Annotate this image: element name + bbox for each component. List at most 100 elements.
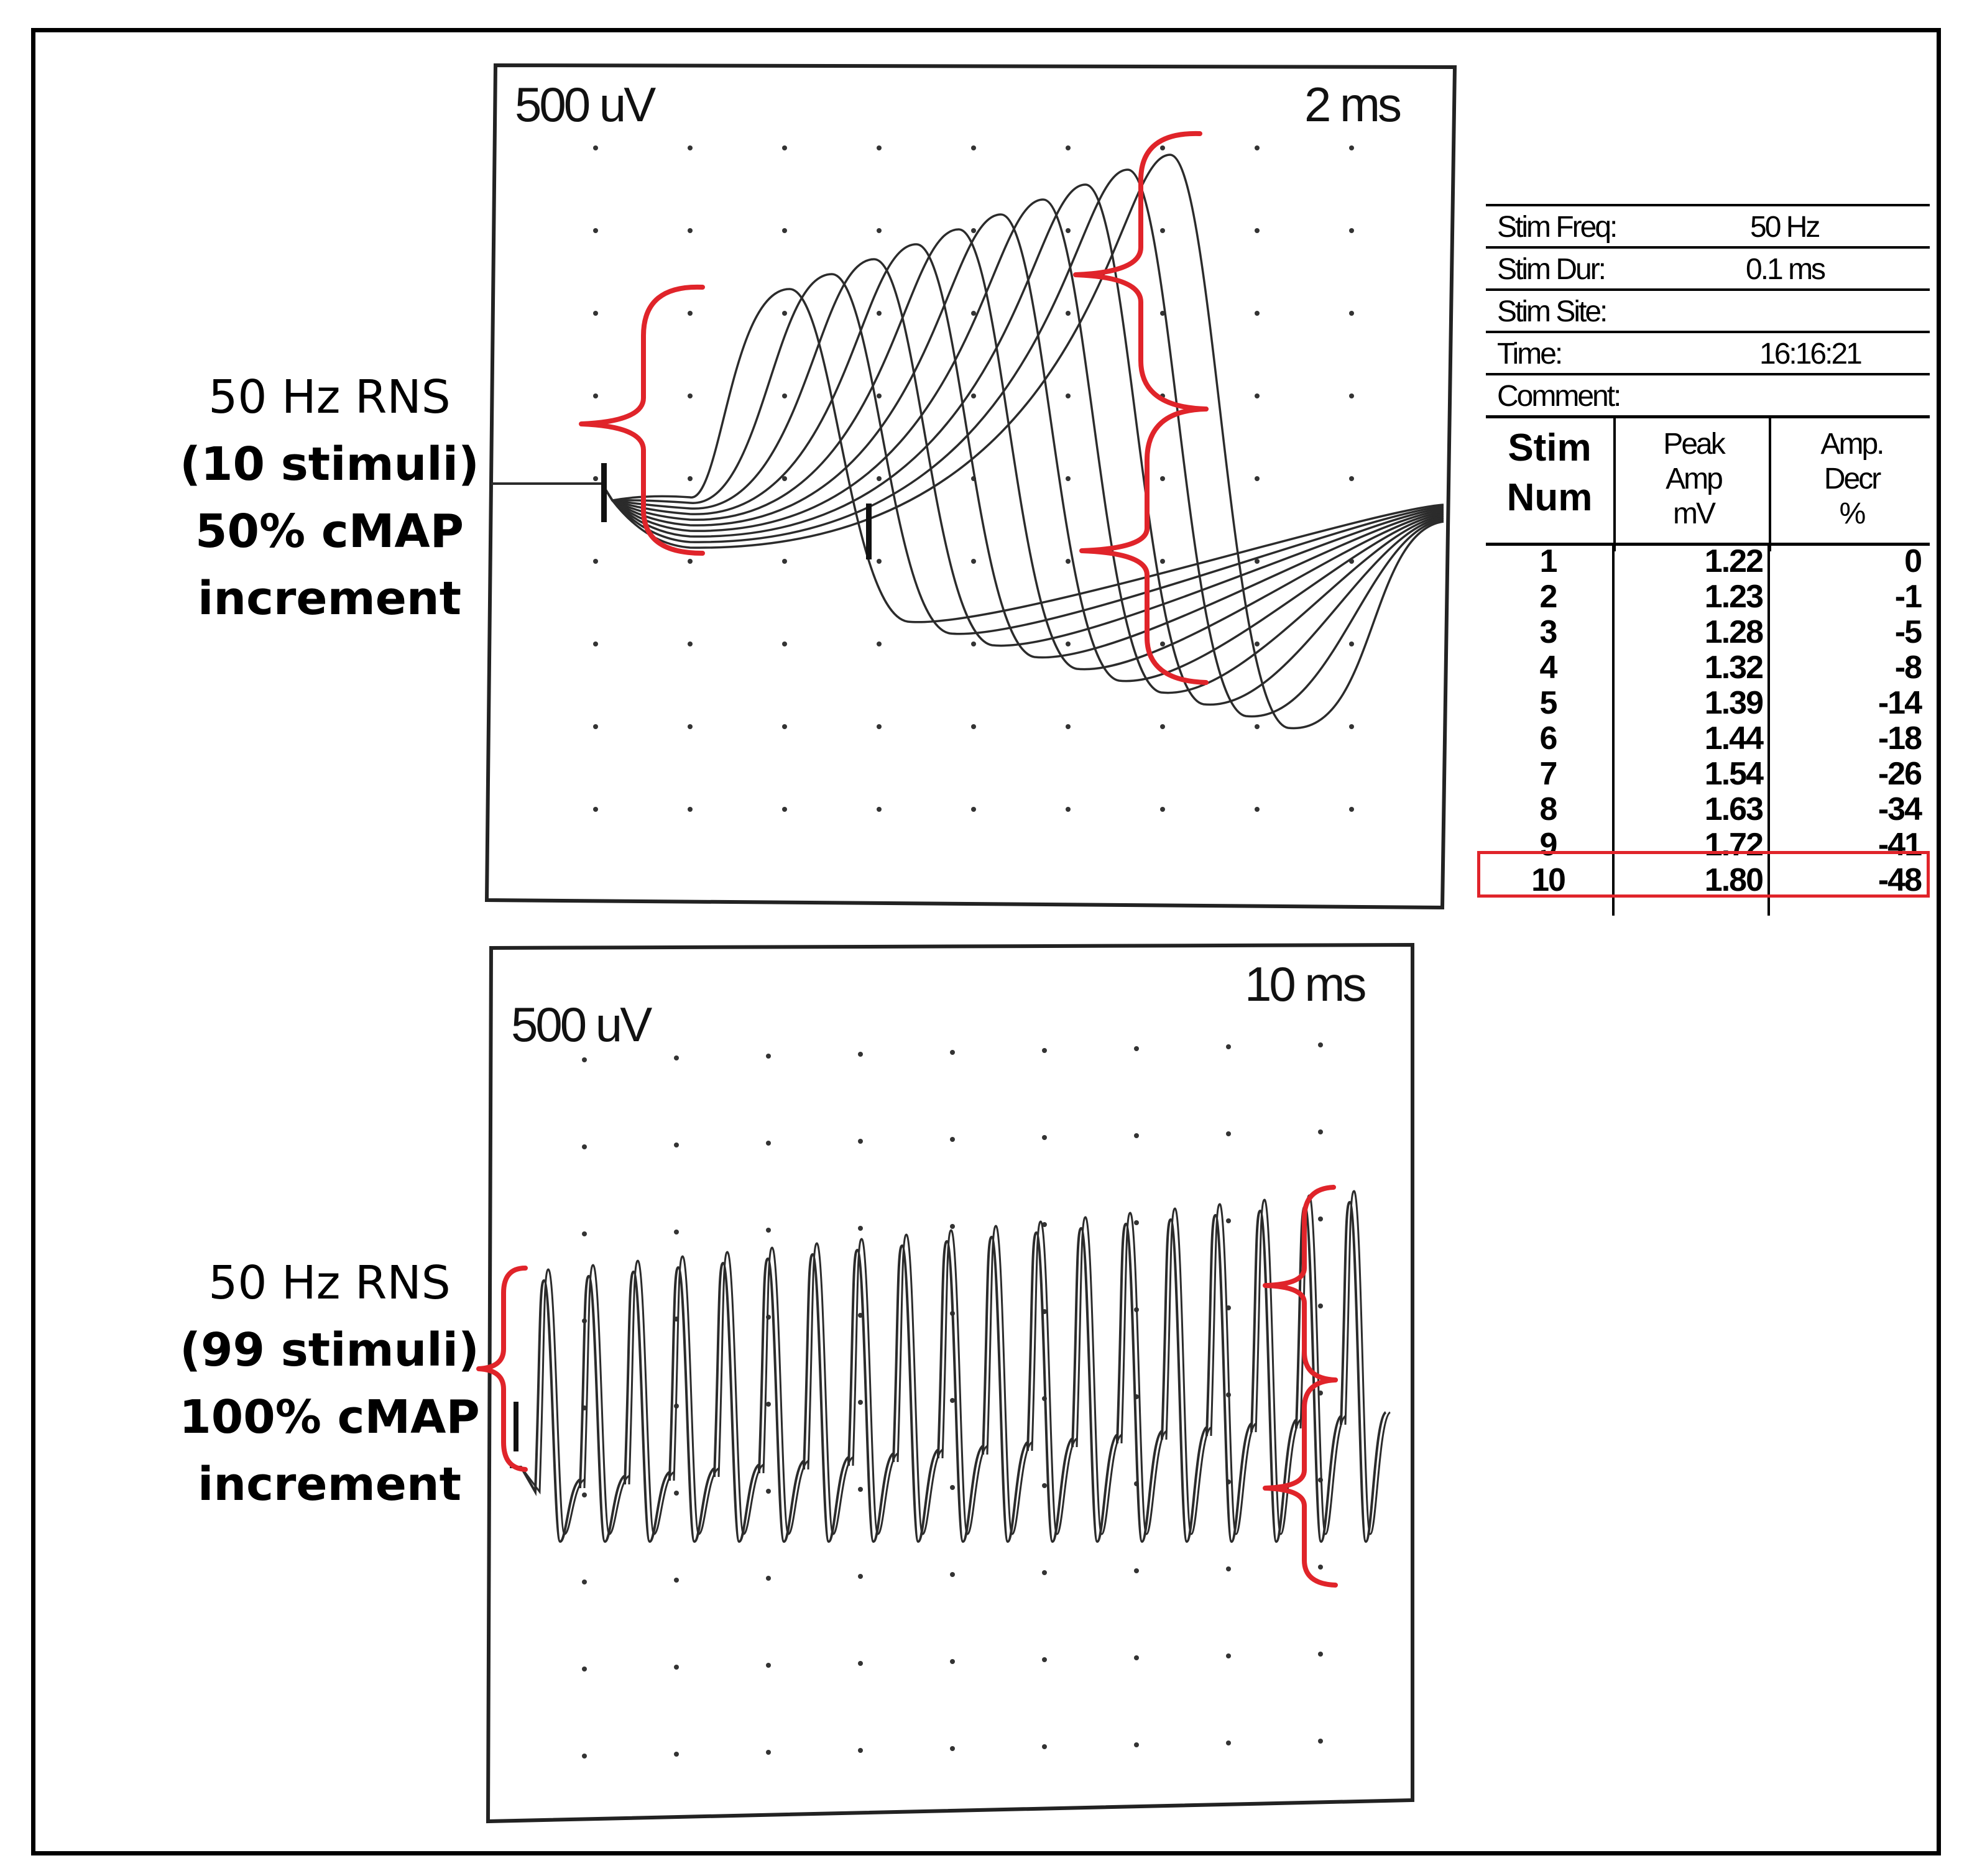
grid-dot bbox=[877, 393, 882, 398]
bottom-scope-grid bbox=[582, 1042, 1323, 1759]
grid-dot bbox=[1226, 1740, 1231, 1745]
cell-peak-amp: 1.44 bbox=[1704, 720, 1764, 756]
grid-dot bbox=[1134, 1655, 1139, 1660]
grid-dot bbox=[1042, 1048, 1047, 1053]
grid-dot bbox=[1042, 1657, 1047, 1662]
table-row: 1 1.22 0 bbox=[1486, 543, 1930, 579]
grid-dot bbox=[971, 228, 976, 233]
grid-dot bbox=[766, 1489, 771, 1494]
grid-dot bbox=[1349, 393, 1354, 398]
header-stim-num: Stim Num bbox=[1486, 418, 1613, 548]
grid-dot bbox=[782, 145, 787, 150]
bottom-amp-scale: 500 uV bbox=[511, 997, 652, 1052]
grid-dot bbox=[1255, 393, 1260, 398]
cell-amp-decr: -18 bbox=[1878, 720, 1922, 756]
grid-dot bbox=[1349, 807, 1354, 812]
stim-site-row: Stim Site: bbox=[1486, 288, 1930, 331]
grid-dot bbox=[688, 311, 693, 316]
grid-dot bbox=[1318, 1216, 1323, 1221]
grid-dot bbox=[782, 228, 787, 233]
bottom-right-upper-brace bbox=[1263, 1185, 1338, 1382]
grid-dot bbox=[674, 1752, 679, 1757]
grid-dot bbox=[593, 476, 598, 481]
grid-dot bbox=[766, 1054, 771, 1059]
table-row: 5 1.39 -14 bbox=[1486, 684, 1930, 721]
cell-stim-num: 9 bbox=[1539, 827, 1558, 863]
grid-dot bbox=[1349, 641, 1354, 646]
table-header: Stim Num Peak Amp mV Amp. Decr % bbox=[1486, 415, 1930, 551]
grid-dot bbox=[582, 1144, 587, 1149]
grid-dot bbox=[950, 1572, 955, 1577]
time-value: 16:16:21 bbox=[1759, 338, 1863, 370]
cmap-trace bbox=[491, 198, 1444, 694]
grid-dot bbox=[1134, 1568, 1139, 1573]
time-key: Time: bbox=[1497, 338, 1563, 370]
stim-freq-key: Stim Freq: bbox=[1497, 211, 1618, 244]
bottom-label-line1: 50 Hz RNS bbox=[208, 1256, 451, 1310]
grid-dot bbox=[582, 1231, 587, 1236]
top-left-brace bbox=[579, 284, 705, 556]
cmap-trace bbox=[491, 154, 1444, 729]
cmap-trace bbox=[491, 228, 1444, 671]
cell-peak-amp: 1.32 bbox=[1704, 650, 1764, 686]
grid-dot bbox=[1134, 1220, 1139, 1225]
grid-dot bbox=[971, 393, 976, 398]
bottom-scope-panel: 500 uV 10 ms bbox=[486, 942, 1414, 1824]
bottom-time-scale: 10 ms bbox=[1245, 957, 1365, 1011]
stim-data-table: Stim Freq: 50 Hz Stim Dur: 0.1 ms Stim S… bbox=[1477, 204, 1930, 916]
grid-dot bbox=[688, 393, 693, 398]
figure-frame bbox=[31, 28, 1941, 1855]
grid-dot bbox=[1160, 807, 1165, 812]
grid-dot bbox=[858, 1400, 863, 1405]
grid-dot bbox=[766, 1141, 771, 1146]
cmap-trace bbox=[491, 168, 1444, 718]
cell-amp-decr: -5 bbox=[1894, 614, 1922, 650]
grid-dot bbox=[971, 641, 976, 646]
top-stim-marker-1 bbox=[601, 463, 607, 522]
cell-stim-num: 4 bbox=[1539, 650, 1558, 686]
bottom-stim-marker bbox=[514, 1402, 518, 1451]
grid-dot bbox=[688, 145, 693, 150]
grid-dot bbox=[782, 393, 787, 398]
top-scope-grid bbox=[593, 145, 1354, 812]
top-label-line3: 50% cMAP bbox=[195, 505, 464, 558]
cell-amp-decr: -34 bbox=[1878, 791, 1922, 827]
grid-dot bbox=[593, 641, 598, 646]
grid-dot bbox=[582, 1492, 587, 1497]
grid-dot bbox=[674, 1055, 679, 1060]
cell-stim-num: 10 bbox=[1531, 862, 1566, 898]
cell-amp-decr: -41 bbox=[1878, 827, 1922, 863]
bottom-waveform-traces bbox=[510, 1190, 1391, 1543]
grid-dot bbox=[1226, 1653, 1231, 1658]
grid-dot bbox=[971, 724, 976, 729]
grid-dot bbox=[1226, 1044, 1231, 1049]
grid-dot bbox=[950, 1050, 955, 1055]
grid-dot bbox=[1066, 393, 1071, 398]
grid-dot bbox=[674, 1230, 679, 1235]
grid-dot bbox=[766, 1750, 771, 1755]
comment-key: Comment: bbox=[1497, 380, 1621, 413]
grid-dot bbox=[782, 311, 787, 316]
grid-dot bbox=[1066, 724, 1071, 729]
grid-dot bbox=[1349, 311, 1354, 316]
grid-dot bbox=[766, 1228, 771, 1233]
cell-peak-amp: 1.28 bbox=[1704, 614, 1764, 650]
grid-dot bbox=[688, 724, 693, 729]
grid-dot bbox=[858, 1574, 863, 1579]
grid-dot bbox=[971, 807, 976, 812]
grid-dot bbox=[858, 1661, 863, 1666]
cmap-trace bbox=[491, 213, 1444, 683]
grid-dot bbox=[782, 641, 787, 646]
grid-dot bbox=[1255, 145, 1260, 150]
bottom-left-brace bbox=[476, 1266, 528, 1472]
grid-dot bbox=[782, 807, 787, 812]
grid-dot bbox=[877, 807, 882, 812]
grid-dot bbox=[674, 1143, 679, 1147]
grid-dot bbox=[1160, 641, 1165, 646]
grid-dot bbox=[1349, 724, 1354, 729]
grid-dot bbox=[950, 1398, 955, 1403]
grid-dot bbox=[1134, 1046, 1139, 1051]
table-row: 3 1.28 -5 bbox=[1486, 614, 1930, 650]
grid-dot bbox=[1042, 1222, 1047, 1227]
